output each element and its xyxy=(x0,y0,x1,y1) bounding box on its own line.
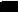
Legend: 污染土壤1-对照, 污染土壤1-钄化修复剂, 污染土壤2-对照, 污染土壤2-钄化修复剂: 污染土壤1-对照, 污染土壤1-钄化修复剂, 污染土壤2-对照, 污染土壤2-钄… xyxy=(0,11,6,12)
Line: 污染土壤1-对照: 污染土壤1-对照 xyxy=(0,0,18,10)
Line: 污染土壤2-对照: 污染土壤2-对照 xyxy=(0,0,18,10)
污染土壤2-对照 xyxy=(15,4,16,5)
